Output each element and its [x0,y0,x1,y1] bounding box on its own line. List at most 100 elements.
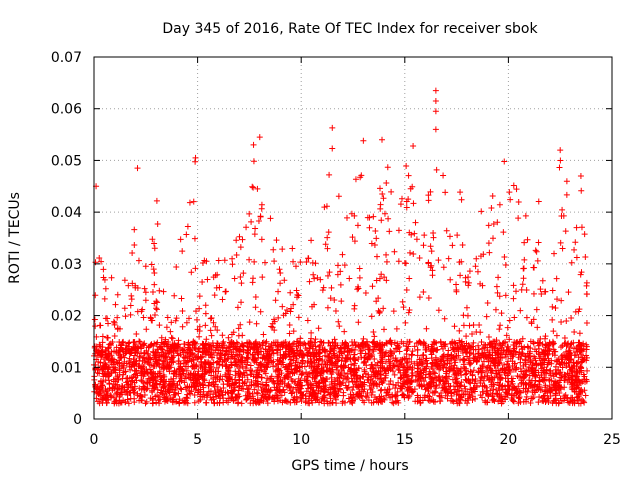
data-point [327,390,334,397]
data-point [283,373,290,380]
data-point [338,357,345,364]
data-point [201,376,208,383]
data-point [372,369,379,376]
data-point [440,345,447,352]
data-point [229,255,236,262]
data-point [395,258,402,265]
data-point [427,264,434,271]
data-point [555,400,562,407]
data-point [326,171,333,178]
data-point [515,394,522,401]
data-point [564,353,571,360]
data-point [469,372,476,379]
data-point [559,245,566,252]
data-point [235,325,242,332]
data-point [97,380,104,387]
data-point [557,147,564,154]
data-point [202,351,209,358]
data-point [393,325,400,332]
data-point [146,361,153,368]
data-point [117,389,124,396]
data-point [142,297,149,304]
data-point [312,378,319,385]
data-point [260,331,267,338]
data-point [470,367,477,374]
data-point [345,384,352,391]
data-point [490,235,497,242]
data-point [421,365,428,372]
data-point [529,365,536,372]
data-point [378,217,385,224]
data-point [352,176,359,183]
data-point [233,339,240,346]
data-point [570,359,577,366]
data-point [307,340,314,347]
data-point [481,373,488,380]
data-point [317,338,324,345]
data-point [563,343,570,350]
data-point [339,354,346,361]
data-point [370,381,377,388]
data-point [298,354,305,361]
data-point [351,338,358,345]
data-point [131,386,138,393]
data-point [516,351,523,358]
data-point [383,392,390,399]
data-point [403,379,410,386]
data-point [462,376,469,383]
data-point [373,277,380,284]
data-point [484,344,491,351]
data-point [190,198,197,205]
data-point [463,367,470,374]
data-point [425,294,432,301]
data-point [148,341,155,348]
data-point [409,351,416,358]
data-point [324,361,331,368]
data-point [141,340,148,347]
data-point [257,360,264,367]
data-point [263,363,270,370]
data-point [342,373,349,380]
data-point [326,269,333,276]
data-point [397,382,404,389]
data-point [452,379,459,386]
data-point [413,372,420,379]
data-point [549,303,556,310]
data-point [197,354,204,361]
data-point [237,274,244,281]
data-point [98,258,105,265]
data-point [210,394,217,401]
data-point [154,220,161,227]
data-point [504,390,511,397]
data-point [483,384,490,391]
data-point [496,360,503,367]
data-point [406,249,413,256]
data-point [202,322,209,329]
data-point [446,233,453,240]
data-point [478,208,485,215]
data-point [407,185,414,192]
data-point [179,366,186,373]
data-point [265,355,272,362]
data-point [323,203,330,210]
data-point [388,350,395,357]
data-point [217,350,224,357]
data-point [565,289,572,296]
data-point [497,374,504,381]
data-point [339,251,346,258]
data-point [273,237,280,244]
data-point [216,355,223,362]
data-point [554,296,561,303]
data-point [263,381,270,388]
data-point [167,328,174,335]
data-point [553,382,560,389]
data-point [127,311,134,318]
data-point [531,372,538,379]
data-point [377,205,384,212]
data-point [553,358,560,365]
x-tick-label: 0 [90,432,99,448]
data-point [354,222,361,229]
data-point [479,362,486,369]
data-point [168,382,175,389]
data-point [552,378,559,385]
